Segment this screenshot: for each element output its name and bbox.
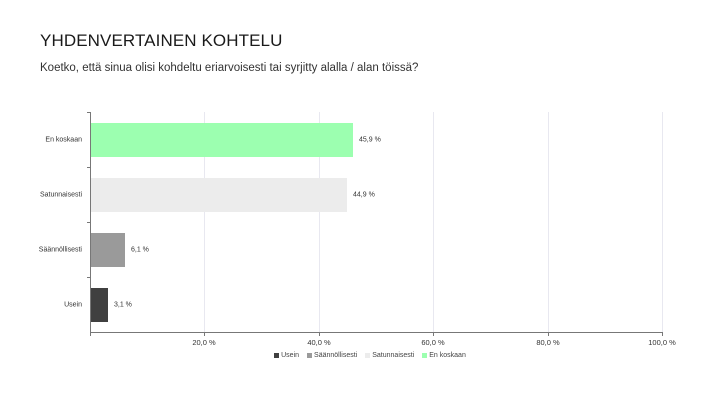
x-tick: [433, 332, 434, 336]
legend-label: Satunnaisesti: [372, 352, 415, 359]
legend-item-usein: Usein: [274, 352, 299, 359]
category-label-en-koskaan: En koskaan: [45, 136, 82, 144]
value-label-en-koskaan: 45,9 %: [359, 136, 381, 144]
bar-saannollisesti: [91, 233, 125, 267]
category-label-usein: Usein: [64, 301, 82, 309]
y-tick: [87, 112, 91, 113]
x-tick-label-80: 80,0 %: [536, 338, 560, 347]
legend-label: Säännöllisesti: [314, 352, 358, 359]
legend-item-saannollisesti: Säännöllisesti: [307, 352, 357, 359]
chart-title: YHDENVERTAINEN KOHTELU: [40, 31, 283, 50]
value-label-saannollisesti: 6,1 %: [131, 246, 149, 254]
x-tick: [662, 332, 663, 336]
x-tick: [90, 332, 91, 336]
value-label-usein: 3,1 %: [114, 301, 132, 309]
chart-legend: Usein Säännöllisesti Satunnaisesti En ko…: [0, 352, 720, 359]
chart-subtitle: Koetko, että sinua olisi kohdeltu eriarv…: [40, 62, 419, 74]
legend-label: En koskaan: [429, 352, 466, 359]
y-tick: [87, 167, 91, 168]
y-tick: [87, 222, 91, 223]
gridline-40: [319, 112, 320, 333]
category-label-saannollisesti: Säännöllisesti: [38, 246, 82, 254]
category-label-satunnaisesti: Satunnaisesti: [39, 191, 82, 199]
legend-label: Usein: [281, 352, 300, 359]
plot-area: 45,9 % 44,9 % 6,1 % 3,1 % En koskaan Sat…: [39, 112, 676, 347]
value-label-satunnaisesti: 44,9 %: [353, 191, 375, 199]
gridline-60: [433, 112, 434, 333]
y-tick: [87, 277, 91, 278]
gridline-80: [548, 112, 549, 333]
bar-satunnaisesti: [91, 178, 347, 212]
x-tick: [204, 332, 205, 336]
gridline-20: [204, 112, 205, 333]
legend-swatch-icon: [365, 353, 371, 358]
legend-item-en-koskaan: En koskaan: [422, 352, 466, 359]
x-axis: [90, 332, 662, 333]
x-tick-label-100: 100,0 %: [648, 338, 676, 347]
gridline-100: [662, 112, 663, 333]
legend-swatch-icon: [274, 353, 280, 358]
x-tick-label-40: 40,0 %: [307, 338, 331, 347]
legend-swatch-icon: [422, 353, 428, 358]
bar-usein: [91, 288, 108, 322]
legend-item-satunnaisesti: Satunnaisesti: [365, 352, 414, 359]
x-tick-label-60: 60,0 %: [421, 338, 445, 347]
x-tick-label-20: 20,0 %: [192, 338, 216, 347]
x-tick: [319, 332, 320, 336]
x-tick: [548, 332, 549, 336]
bar-en-koskaan: [91, 123, 353, 157]
legend-swatch-icon: [307, 353, 313, 358]
